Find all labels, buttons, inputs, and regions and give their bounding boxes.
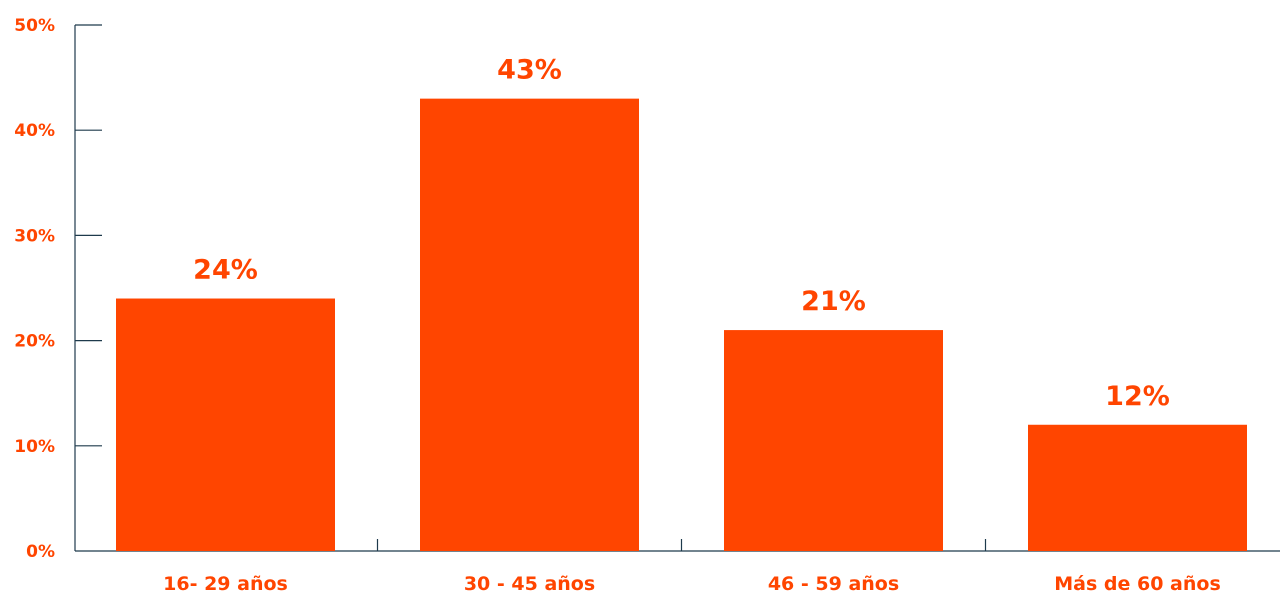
- bar: [116, 298, 335, 551]
- y-tick-label: 50%: [14, 16, 55, 36]
- y-tick-label: 40%: [14, 121, 55, 141]
- y-axis: 0% 10% 20% 30% 40% 50%: [14, 16, 102, 562]
- y-tick-label: 10%: [14, 437, 55, 457]
- data-label: 24%: [193, 255, 258, 286]
- x-tick-label: 16- 29 años: [163, 573, 288, 595]
- bar: [420, 98, 639, 551]
- x-tick-label: 30 - 45 años: [464, 573, 595, 595]
- data-label: 12%: [1105, 381, 1170, 412]
- x-tick-label: 46 - 59 años: [768, 573, 899, 595]
- bars: [116, 98, 1247, 551]
- bar: [724, 330, 943, 551]
- data-labels: 24% 43% 21% 12%: [193, 55, 1170, 412]
- data-label: 43%: [497, 55, 562, 86]
- category-labels: 16- 29 años 30 - 45 años 46 - 59 años Más d…: [163, 573, 1221, 595]
- data-label: 21%: [801, 286, 866, 317]
- x-tick-label: Más de 60 años: [1054, 573, 1221, 595]
- y-tick-label: 30%: [14, 226, 55, 246]
- y-tick-label: 20%: [14, 332, 55, 352]
- y-tick-label: 0%: [26, 542, 55, 562]
- bar: [1028, 424, 1247, 551]
